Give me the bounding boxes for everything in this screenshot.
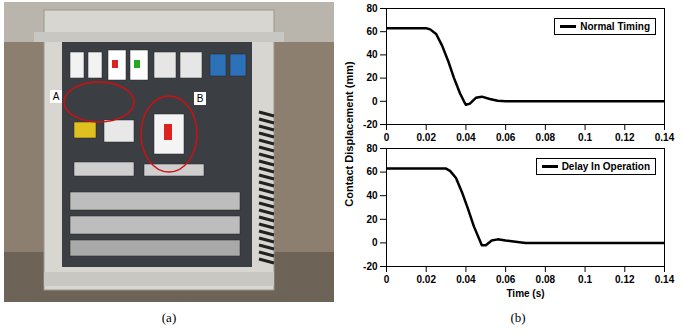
svg-text:60: 60 <box>366 26 378 37</box>
svg-text:0.12: 0.12 <box>615 132 635 142</box>
html-text:(b): (b) <box>510 310 526 325</box>
svg-text:20: 20 <box>366 72 378 83</box>
svg-text:-20: -20 <box>363 261 378 272</box>
svg-text:0.1: 0.1 <box>578 274 592 285</box>
svg-text:60: 60 <box>366 166 378 177</box>
html-text:Contact Displacement (mm): Contact Displacement (mm) <box>343 61 355 207</box>
svg-text:0.02: 0.02 <box>416 132 436 142</box>
svg-text:20: 20 <box>366 214 378 225</box>
html-text:(a): (a) <box>161 310 177 325</box>
html-text:Normal Timing: Normal Timing <box>580 21 650 32</box>
svg-text:0.08: 0.08 <box>536 274 556 285</box>
svg-text:40: 40 <box>366 190 378 201</box>
svg-text:0.04: 0.04 <box>456 132 476 142</box>
svg-text:0.14: 0.14 <box>655 132 675 142</box>
svg-text:0.06: 0.06 <box>496 274 516 285</box>
svg-text:-20: -20 <box>363 119 378 130</box>
svg-text:0.08: 0.08 <box>536 132 556 142</box>
svg-text:80: 80 <box>366 143 378 154</box>
svg-text:0.12: 0.12 <box>615 274 635 285</box>
svg-text:0: 0 <box>384 132 390 142</box>
svg-text:80: 80 <box>366 3 378 14</box>
svg-text:A: A <box>53 91 60 102</box>
svg-text:0.14: 0.14 <box>655 274 675 285</box>
svg-text:0.04: 0.04 <box>456 274 476 285</box>
svg-text:0: 0 <box>384 274 390 285</box>
svg-text:0.02: 0.02 <box>416 274 436 285</box>
svg-text:0.1: 0.1 <box>578 132 592 142</box>
svg-text:40: 40 <box>366 49 378 60</box>
svg-text:0: 0 <box>372 237 378 248</box>
svg-text:Time (s): Time (s) <box>506 288 544 299</box>
html-text:Delay In Operation: Delay In Operation <box>561 161 650 172</box>
svg-text:B: B <box>197 93 204 104</box>
svg-text:0.06: 0.06 <box>496 132 516 142</box>
svg-text:0: 0 <box>372 96 378 107</box>
